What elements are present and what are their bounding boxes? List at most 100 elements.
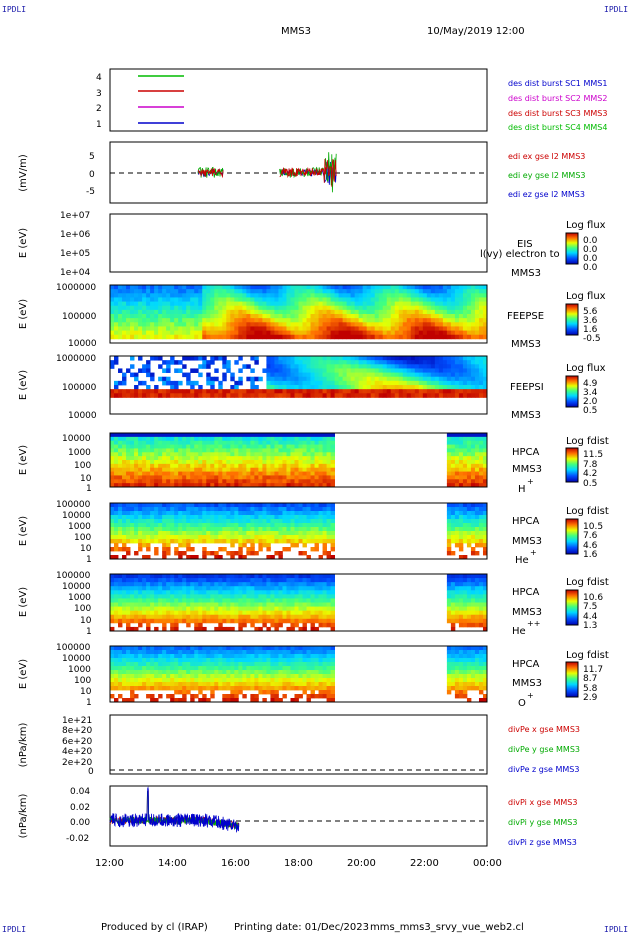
- spectrogram-cell: [246, 393, 251, 398]
- spectrogram-cell: [478, 523, 484, 528]
- spectrogram-cell: [282, 380, 287, 386]
- spectrogram-cell: [330, 519, 335, 524]
- spectrogram-cell: [310, 318, 315, 323]
- spectrogram-cell: [322, 547, 327, 552]
- spectrogram-cell: [458, 555, 464, 560]
- spectrogram-cell: [110, 448, 115, 453]
- spectrogram-cell: [342, 334, 348, 340]
- spectrogram-cell: [162, 523, 167, 528]
- spectrogram-cell: [414, 376, 420, 382]
- spectrogram-cell: [474, 314, 480, 319]
- spectrogram-cell: [146, 305, 151, 311]
- spectrogram-cell: [298, 551, 303, 556]
- spectrogram-cell: [290, 463, 295, 469]
- spectrogram-cell: [254, 626, 259, 632]
- spectrogram-cell: [214, 654, 219, 659]
- spectrogram-cell: [142, 678, 147, 683]
- spectrogram-cell: [126, 574, 131, 579]
- spectrogram-cell: [150, 334, 155, 340]
- spectrogram-cell: [318, 610, 323, 616]
- spectrogram-cell: [306, 503, 311, 508]
- spectrogram-cell: [114, 670, 119, 675]
- spectrogram-cell: [222, 318, 227, 323]
- spectrogram-cell: [382, 289, 388, 294]
- hpca-hepp-ylabel: E (eV): [18, 587, 29, 617]
- spectrogram-cell: [162, 297, 167, 302]
- spectrogram-cell: [246, 574, 251, 579]
- spectrogram-cell: [294, 301, 299, 307]
- spectrogram-cell: [450, 479, 456, 484]
- spectrogram-cell: [146, 515, 151, 520]
- spectrogram-cell: [330, 448, 335, 453]
- spectrogram-cell: [326, 309, 331, 315]
- spectrogram-cell: [298, 463, 303, 469]
- spectrogram-cell: [250, 586, 255, 591]
- spectrogram-cell: [190, 385, 195, 390]
- spectrogram-cell: [142, 444, 147, 449]
- spectrogram-cell: [330, 614, 335, 620]
- spectrogram-cell: [478, 471, 484, 476]
- spectrogram-cell: [318, 511, 323, 516]
- spectrogram-cell: [474, 389, 480, 394]
- spectrogram-cell: [198, 602, 203, 607]
- spectrogram-cell: [294, 314, 299, 319]
- spectrogram-cell: [286, 297, 291, 302]
- spectrogram-cell: [178, 463, 183, 469]
- spectrogram-cell: [142, 467, 147, 472]
- spectrogram-cell: [306, 586, 311, 591]
- spectrogram-cell: [178, 519, 183, 524]
- spectrogram-cell: [326, 297, 331, 302]
- spectrogram-cell: [306, 364, 311, 369]
- spectrogram-cell: [310, 448, 315, 453]
- spectrogram-cell: [302, 318, 307, 323]
- spectrogram-cell: [310, 590, 315, 595]
- spectrogram-cell: [114, 318, 119, 323]
- spectrogram-cell: [270, 448, 275, 453]
- spectrogram-cell: [454, 507, 460, 512]
- spectrogram-cell: [230, 574, 235, 579]
- spectrogram-cell: [426, 334, 432, 340]
- spectrogram-cell: [118, 314, 123, 319]
- spectrogram-cell: [422, 293, 428, 298]
- spectrogram-cell: [162, 610, 167, 616]
- spectrogram-cell: [378, 356, 384, 361]
- spectrogram-cell: [330, 364, 335, 369]
- spectrogram-cell: [286, 463, 291, 469]
- spectrogram-cell: [270, 376, 275, 382]
- spectrogram-cell: [246, 547, 251, 552]
- spectrogram-cell: [410, 330, 416, 336]
- spectrogram-cell: [202, 507, 207, 512]
- spectrogram-cell: [258, 309, 263, 315]
- spectrogram-cell: [314, 511, 319, 516]
- spectrogram-cell: [238, 448, 243, 453]
- spectrogram-cell: [142, 594, 147, 599]
- spectrogram-cell: [206, 309, 211, 315]
- spectrogram-cell: [166, 598, 171, 603]
- corner-label-right: IPDLI: [604, 5, 628, 14]
- spectrogram-cell: [246, 511, 251, 516]
- spectrogram-cell: [346, 293, 352, 298]
- spectrogram-cell: [166, 547, 171, 552]
- spectrogram-cell: [430, 368, 436, 373]
- spectrogram-cell: [214, 309, 219, 315]
- spectrogram-cell: [278, 511, 283, 516]
- spectrogram-cell: [306, 463, 311, 469]
- spectrogram-cell: [282, 376, 287, 382]
- spectrogram-cell: [294, 360, 299, 365]
- spectrogram-cell: [350, 318, 356, 323]
- spectrogram-cell: [226, 436, 231, 442]
- spectrogram-cell: [182, 586, 187, 591]
- spectrogram-cell: [262, 433, 267, 438]
- spectrogram-cell: [430, 293, 436, 298]
- burst-legend-4: des dist burst SC4 MMS4: [508, 123, 607, 132]
- spectrogram-cell: [118, 594, 123, 599]
- spectrogram-cell: [178, 594, 183, 599]
- spectrogram-cell: [426, 326, 432, 331]
- spectrogram-cell: [258, 503, 263, 508]
- spectrogram-cell: [326, 289, 331, 294]
- spectrogram-cell: [218, 334, 223, 340]
- spectrogram-cell: [466, 385, 472, 390]
- spectrogram-cell: [290, 483, 295, 488]
- spectrogram-cell: [310, 433, 315, 438]
- spectrogram-cell: [226, 440, 231, 445]
